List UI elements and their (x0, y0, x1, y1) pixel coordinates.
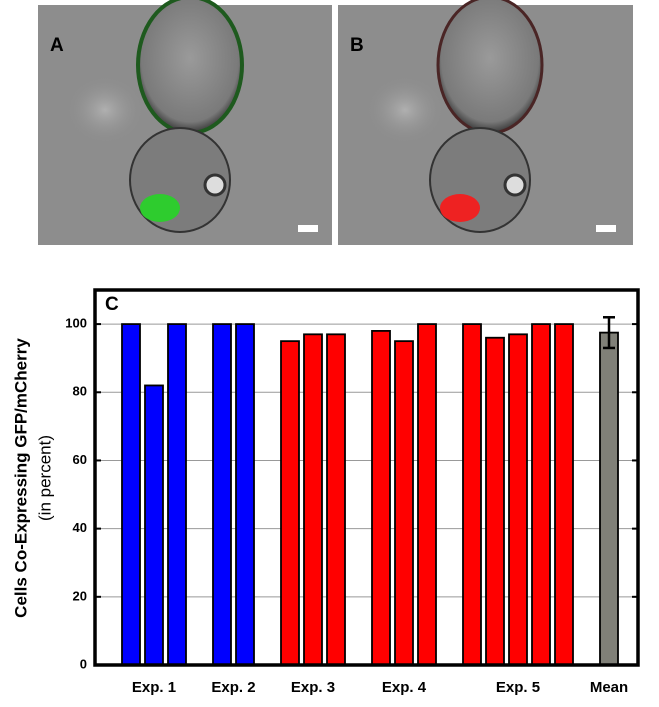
bar (212, 323, 232, 666)
x-tick-label: Exp. 3 (291, 679, 335, 696)
plot-frame (93, 288, 640, 667)
bar (303, 333, 323, 666)
y-tick-label: 0 (80, 656, 87, 671)
bar (531, 323, 551, 666)
x-tick-label: Exp. 1 (132, 679, 176, 696)
bar (485, 336, 505, 666)
plot: 0 20 40 60 80 100 Exp. 1 Exp. 2 Exp. 3 Exp. 4 Exp.… (65, 316, 638, 696)
y-tick-label: 80 (73, 384, 87, 399)
bar (599, 331, 619, 666)
panel-label: C (105, 294, 119, 315)
bar (326, 333, 346, 666)
panel-b: B (338, 0, 633, 245)
bar (280, 340, 300, 666)
y-axis-title: Cells Co-Expressing GFP/mCherry (11, 338, 30, 618)
bar (144, 384, 164, 666)
panel-label: B (350, 35, 364, 56)
x-tick-label: Exp. 4 (382, 679, 427, 696)
y-axis-subtitle: (in percent) (35, 435, 54, 521)
bar (371, 330, 391, 666)
y-tick-label: 60 (73, 452, 87, 467)
bar (167, 323, 187, 666)
x-tick-label: Exp. 5 (496, 679, 540, 696)
bar (417, 323, 437, 666)
x-tick-label: Exp. 2 (211, 679, 255, 696)
bar (394, 340, 414, 666)
panel-a: A (38, 0, 332, 245)
bar (554, 323, 574, 666)
error-bar (603, 316, 615, 350)
bar (462, 323, 482, 666)
panel-label: A (50, 35, 64, 56)
bar (235, 323, 255, 666)
bar (508, 333, 528, 666)
y-tick-label: 40 (73, 520, 87, 535)
x-tick-label: Mean (590, 679, 628, 696)
bar (121, 323, 141, 666)
y-tick-label: 100 (65, 316, 87, 331)
y-tick-label: 20 (73, 588, 87, 603)
